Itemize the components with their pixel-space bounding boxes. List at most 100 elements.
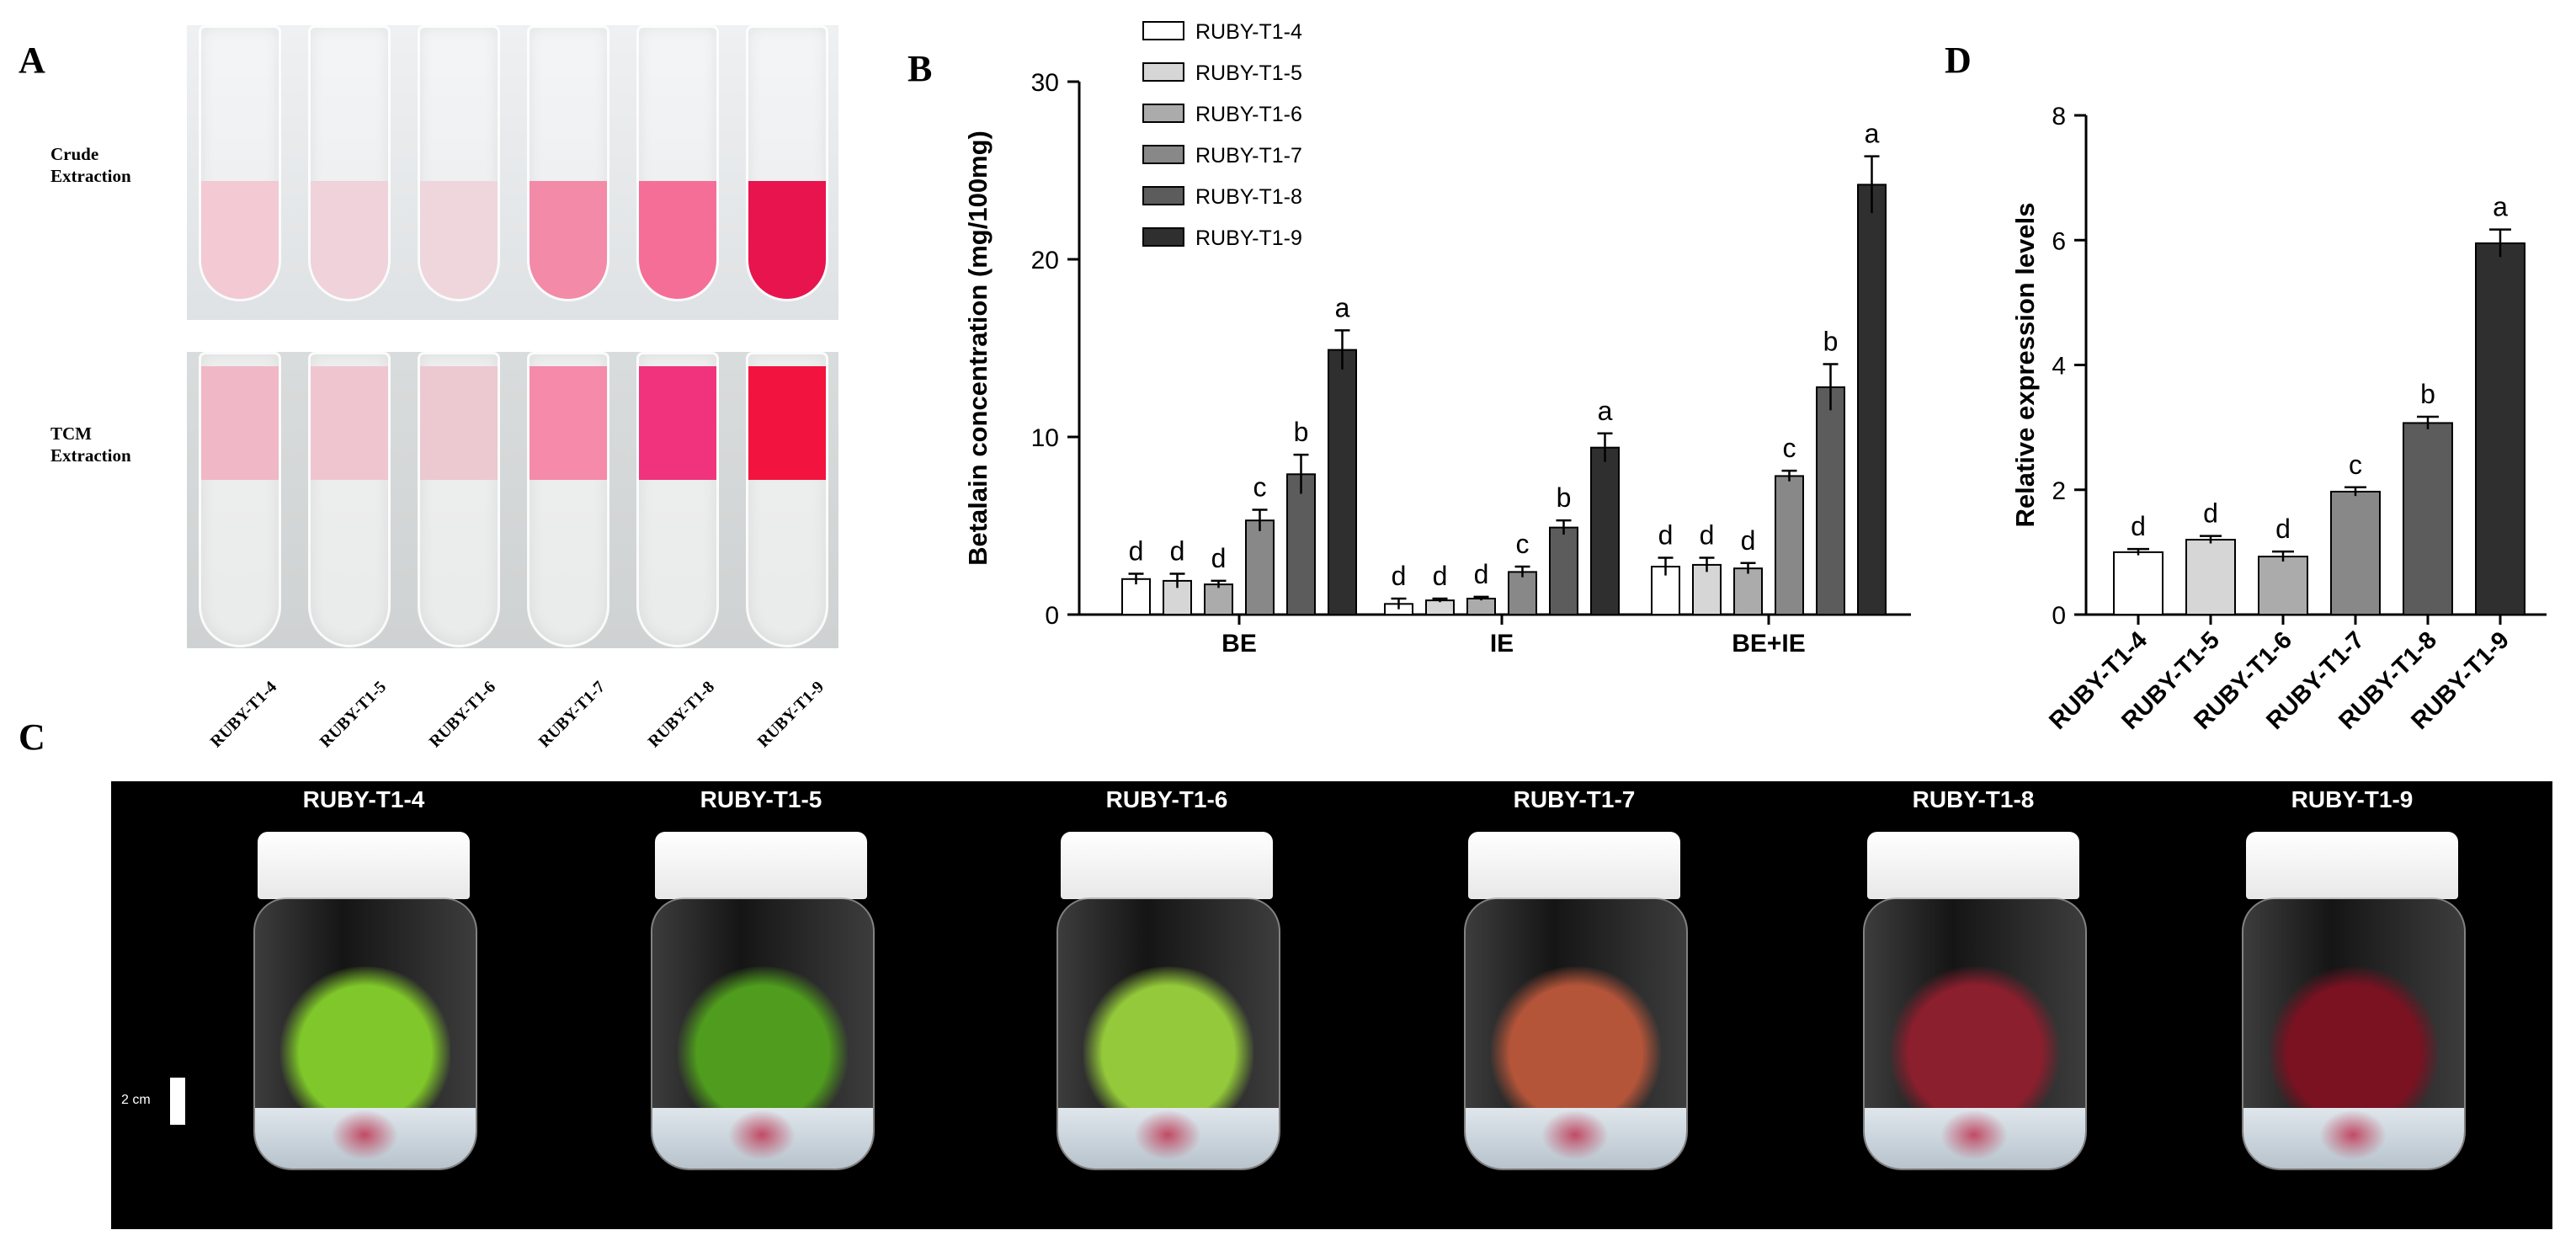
plant-jar-3 <box>1056 832 1280 1170</box>
crude-tube-6 <box>746 25 828 301</box>
jar-title-1: RUBY-T1-4 <box>302 786 425 812</box>
crude-tube-3 <box>418 25 500 301</box>
tube-label-2: RUBY-T1-5 <box>316 677 391 752</box>
tcm-tube-3 <box>418 352 500 647</box>
bar <box>1204 583 1233 616</box>
panel-letter-a: A <box>19 40 45 81</box>
bar <box>2330 490 2381 615</box>
tcm-layer-3 <box>420 366 498 480</box>
bar <box>1692 563 1722 615</box>
significance-letter: c <box>1516 529 1530 559</box>
legend-swatch <box>1142 186 1184 205</box>
jar-lid <box>1867 832 2079 899</box>
scale-bar-label: 2 cm <box>121 1093 151 1107</box>
bar <box>2185 539 2236 615</box>
tcm-layer-4 <box>530 366 607 480</box>
plant-jar-6 <box>2242 832 2466 1170</box>
y-tick-label: 20 <box>1031 247 1059 274</box>
significance-letter: b <box>1823 326 1839 356</box>
tube-label-1: RUBY-T1-4 <box>206 677 281 752</box>
plant-leaves <box>2269 966 2439 1110</box>
significance-letter: d <box>1129 535 1144 566</box>
legend-swatch <box>1142 21 1184 40</box>
panel-letter-c: C <box>19 716 45 758</box>
jar-body <box>1464 897 1688 1170</box>
tube-label-3: RUBY-T1-6 <box>425 677 500 752</box>
tcm-layer-5 <box>639 366 716 480</box>
tube-label-4: RUBY-T1-7 <box>535 677 609 752</box>
tcm-extraction-photo <box>187 352 838 648</box>
bar <box>2475 242 2525 615</box>
tube-label-5: RUBY-T1-8 <box>644 677 719 752</box>
y-tick-label: 2 <box>2052 477 2066 505</box>
bar <box>1425 599 1455 615</box>
legend-swatch <box>1142 104 1184 123</box>
significance-letter: a <box>1335 292 1350 322</box>
legend-swatch <box>1142 227 1184 247</box>
bar <box>1733 567 1763 616</box>
bar <box>2113 551 2164 615</box>
jar-body <box>253 897 477 1170</box>
crude-extraction-photo <box>187 25 838 320</box>
jar-body <box>1863 897 2087 1170</box>
bar <box>1590 446 1620 615</box>
jar-title-6: RUBY-T1-9 <box>2291 786 2414 812</box>
tcm-layer-1 <box>201 366 279 480</box>
bar <box>1328 349 1357 615</box>
y-tick-label: 30 <box>1031 69 1059 97</box>
crude-label-line1: Crude <box>51 144 99 164</box>
significance-letter: a <box>2493 192 2508 222</box>
jar-lid <box>258 832 470 899</box>
panel-letter-d: D <box>1945 40 1972 81</box>
significance-letter: d <box>1211 543 1227 573</box>
tcm-tube-1 <box>199 352 281 647</box>
plant-jar-5 <box>1863 832 2087 1170</box>
significance-letter: b <box>1557 482 1572 513</box>
tcm-tube-2 <box>308 352 391 647</box>
plant-roots <box>1541 1110 1609 1160</box>
tcm-layer-2 <box>311 366 388 480</box>
tcm-tube-5 <box>636 352 719 647</box>
jar-body <box>2242 897 2466 1170</box>
legend-swatch <box>1142 62 1184 82</box>
bar <box>1286 473 1316 615</box>
significance-letter: d <box>1170 535 1185 566</box>
plant-jar-4 <box>1464 832 1688 1170</box>
crude-tube-4 <box>527 25 609 301</box>
plant-jar-2 <box>651 832 875 1170</box>
crude-liquid-4 <box>530 181 607 299</box>
bar <box>1857 184 1887 615</box>
significance-letter: a <box>1598 396 1613 426</box>
tube-label-6: RUBY-T1-9 <box>753 677 828 752</box>
crude-tube-2 <box>308 25 391 301</box>
crude-extraction-label: Crude Extraction <box>51 143 131 187</box>
plant-roots <box>1940 1110 2008 1160</box>
jar-lid <box>1468 832 1680 899</box>
bar <box>1508 571 1537 615</box>
crude-liquid-1 <box>201 181 279 299</box>
plant-roots <box>1134 1110 1201 1160</box>
tcm-label-line2: Extraction <box>51 445 131 466</box>
crude-liquid-5 <box>639 181 716 299</box>
significance-letter: c <box>1253 472 1267 503</box>
chart-b-betalain-concentration: 0 10 20 30 Betalain concentration (mg/100mg)… <box>963 20 1911 658</box>
jar-lid <box>1061 832 1273 899</box>
plant-leaves <box>280 966 450 1110</box>
tcm-tube-4 <box>527 352 609 647</box>
crude-liquid-3 <box>420 181 498 299</box>
bar <box>1816 386 1845 615</box>
jar-title-3: RUBY-T1-6 <box>1105 786 1228 812</box>
crude-tube-1 <box>199 25 281 301</box>
panel-letter-b: B <box>907 48 933 89</box>
jar-body <box>1056 897 1280 1170</box>
significance-letter: d <box>1474 559 1489 589</box>
tcm-layer-6 <box>748 366 826 480</box>
significance-letter: c <box>2349 450 2362 480</box>
jar-lid <box>2246 832 2458 899</box>
bar <box>2403 422 2453 615</box>
bar <box>1549 526 1578 615</box>
tcm-label-line1: TCM <box>51 423 92 444</box>
x-category-label: IE <box>1490 630 1514 658</box>
significance-letter: b <box>1294 417 1309 447</box>
crude-tube-5 <box>636 25 719 301</box>
